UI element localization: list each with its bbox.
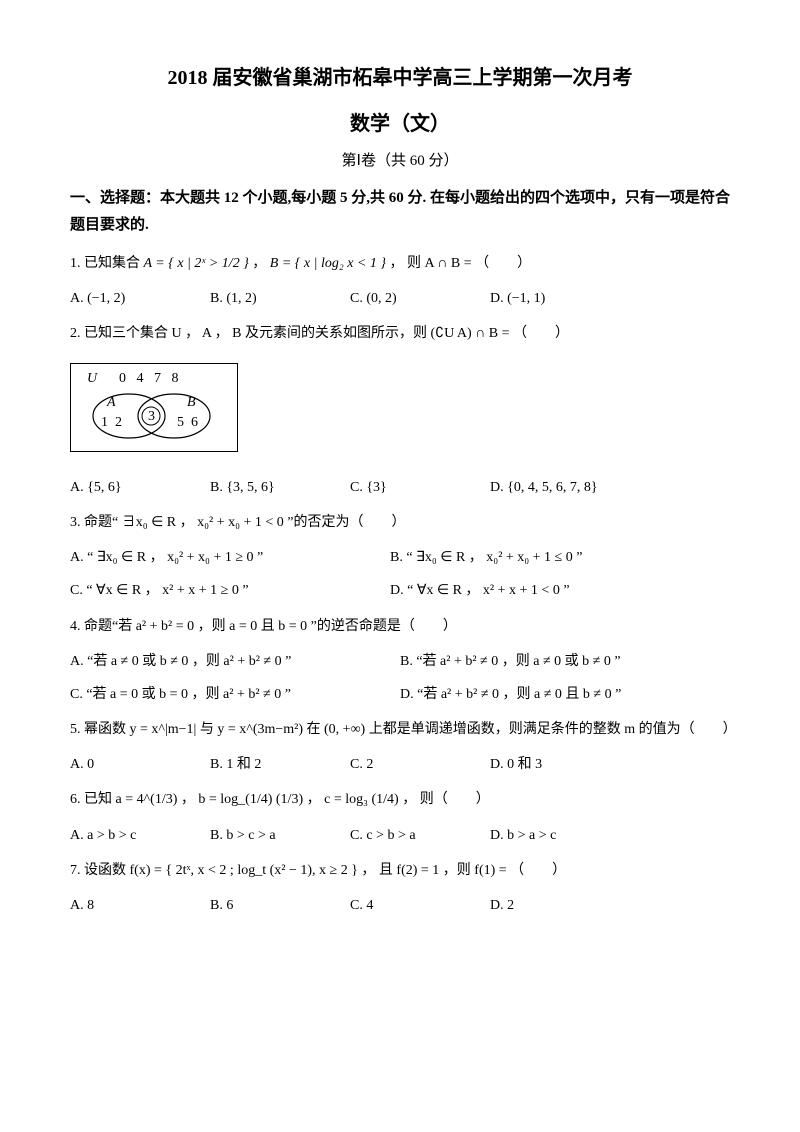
q4-options-row1: A. “若 a ≠ 0 或 b ≠ 0 ，则 a² + b² ≠ 0 ” B. … (70, 649, 730, 674)
q1-mid: ， (252, 256, 270, 271)
q4-optD: D. “若 a² + b² ≠ 0 ，则 a ≠ 0 且 b ≠ 0 ” (400, 682, 621, 707)
q6-optA: A. a > b > c (70, 823, 170, 848)
venn-top: 0 4 7 8 (119, 371, 179, 386)
question-7: 7. 设函数 f(x) = { 2tˣ, x < 2 ; log_t (x² −… (70, 858, 730, 883)
q3-options-row2: C. “ ∀x ∈ R ， x² + x + 1 ≥ 0 ” D. “ ∀x ∈… (70, 578, 730, 603)
q6-optD: D. b > a > c (490, 823, 590, 848)
q1-optA: A. (−1, 2) (70, 286, 170, 311)
venn-B-nums: 5 6 (177, 415, 198, 430)
q6-optC: C. c > b > a (350, 823, 450, 848)
q6-options: A. a > b > c B. b > c > a C. c > b > a D… (70, 823, 730, 848)
question-2: 2. 已知三个集合 U ， A ， B 及元素间的关系如图所示，则 (∁U A)… (70, 321, 730, 346)
q7-optB: B. 6 (210, 893, 310, 918)
q1-setB: B = { x | log₂ x < 1 } (270, 256, 386, 271)
question-5: 5. 幂函数 y = x^|m−1| 与 y = x^(3m−m²) 在 (0,… (70, 717, 730, 742)
venn-A-label: A (106, 395, 116, 410)
q7-optC: C. 4 (350, 893, 450, 918)
q1-setA: A = { x | 2ˣ > 1/2 } (144, 256, 249, 271)
q7-optA: A. 8 (70, 893, 170, 918)
exam-title: 2018 届安徽省巢湖市柘皋中学高三上学期第一次月考 (70, 60, 730, 96)
venn-diagram: U 0 4 7 8 A B 1 2 5 6 3 (70, 363, 238, 452)
q4-options-row2: C. “若 a = 0 或 b = 0 ，则 a² + b² ≠ 0 ” D. … (70, 682, 730, 707)
section-label: 第Ⅰ卷（共 60 分） (70, 148, 730, 175)
q2-optC: C. {3} (350, 475, 450, 500)
q3-optA: A. “ ∃x₀ ∈ R ， x₀² + x₀ + 1 ≥ 0 ” (70, 545, 330, 570)
q5-optA: A. 0 (70, 752, 170, 777)
question-3: 3. 命题“ ∃x₀ ∈ R ， x₀² + x₀ + 1 < 0 ”的否定为（… (70, 510, 730, 535)
exam-subject: 数学（文） (70, 106, 730, 142)
venn-svg: U 0 4 7 8 A B 1 2 5 6 3 (79, 368, 229, 443)
q1-optC: C. (0, 2) (350, 286, 450, 311)
venn-U: U (87, 371, 98, 386)
instructions: 一、选择题：本大题共 12 个小题,每小题 5 分,共 60 分. 在每小题给出… (70, 185, 730, 239)
venn-center: 3 (148, 409, 155, 424)
q7-optD: D. 2 (490, 893, 590, 918)
q1-optB: B. (1, 2) (210, 286, 310, 311)
q1-options: A. (−1, 2) B. (1, 2) C. (0, 2) D. (−1, 1… (70, 286, 730, 311)
venn-A-nums: 1 2 (101, 415, 122, 430)
q7-options: A. 8 B. 6 C. 4 D. 2 (70, 893, 730, 918)
question-4: 4. 命题“若 a² + b² = 0 ，则 a = 0 且 b = 0 ”的逆… (70, 614, 730, 639)
q2-optB: B. {3, 5, 6} (210, 475, 310, 500)
q3-optB: B. “ ∃x₀ ∈ R ， x₀² + x₀ + 1 ≤ 0 ” (390, 545, 582, 570)
q5-optB: B. 1 和 2 (210, 752, 310, 777)
q1-optD: D. (−1, 1) (490, 286, 590, 311)
question-1: 1. 已知集合 A = { x | 2ˣ > 1/2 } ， B = { x |… (70, 251, 730, 276)
q5-optC: C. 2 (350, 752, 450, 777)
q3-optC: C. “ ∀x ∈ R ， x² + x + 1 ≥ 0 ” (70, 578, 330, 603)
q2-optA: A. {5, 6} (70, 475, 170, 500)
venn-B-label: B (187, 395, 196, 410)
q4-optA: A. “若 a ≠ 0 或 b ≠ 0 ，则 a² + b² ≠ 0 ” (70, 649, 360, 674)
q4-optB: B. “若 a² + b² ≠ 0 ，则 a ≠ 0 或 b ≠ 0 ” (400, 649, 621, 674)
q2-options: A. {5, 6} B. {3, 5, 6} C. {3} D. {0, 4, … (70, 475, 730, 500)
q3-options-row1: A. “ ∃x₀ ∈ R ， x₀² + x₀ + 1 ≥ 0 ” B. “ ∃… (70, 545, 730, 570)
q6-optB: B. b > c > a (210, 823, 310, 848)
question-6: 6. 已知 a = 4^(1/3) ， b = log_(1/4) (1/3) … (70, 787, 730, 812)
q4-optC: C. “若 a = 0 或 b = 0 ，则 a² + b² ≠ 0 ” (70, 682, 360, 707)
q1-tail: ， 则 A ∩ B = （ ） (389, 256, 531, 271)
q3-optD: D. “ ∀x ∈ R ， x² + x + 1 < 0 ” (390, 578, 570, 603)
q1-stem-pre: 1. 已知集合 (70, 256, 144, 271)
q2-optD: D. {0, 4, 5, 6, 7, 8} (490, 475, 598, 500)
q5-options: A. 0 B. 1 和 2 C. 2 D. 0 和 3 (70, 752, 730, 777)
q5-optD: D. 0 和 3 (490, 752, 590, 777)
